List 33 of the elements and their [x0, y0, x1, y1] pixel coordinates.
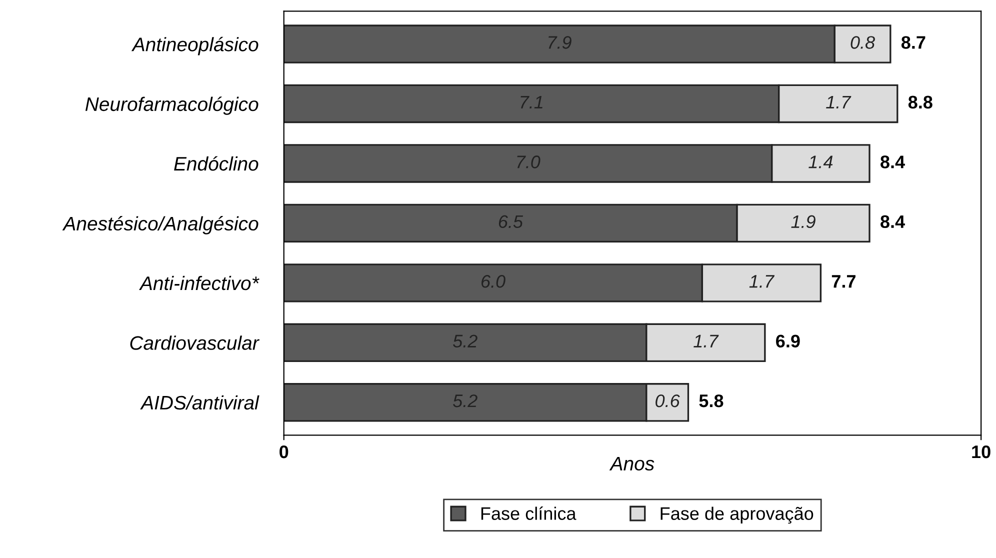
legend-label: Fase de aprovação — [660, 506, 814, 524]
total-label: 6.9 — [776, 334, 800, 348]
data-label: 6.5 — [498, 215, 524, 228]
data-label: 5.2 — [452, 394, 478, 408]
data-label: 6.0 — [481, 274, 506, 288]
y-tick-label: Neurofarmacológico — [85, 96, 258, 115]
total-label: 8.7 — [901, 36, 926, 49]
y-tick-label: Endóclino — [174, 156, 258, 171]
y-tick-label: Anestésico/Analgésico — [62, 216, 258, 234]
x-tick-label: 0 — [280, 445, 288, 458]
data-label: 7.0 — [517, 156, 540, 168]
x-tick-label: 10 — [972, 445, 990, 458]
total-label: 5.8 — [699, 394, 724, 408]
data-label: 7.1 — [520, 96, 542, 108]
total-label: 8.4 — [880, 215, 905, 228]
total-label: 8.4 — [880, 156, 905, 168]
data-label: 1.7 — [826, 96, 852, 108]
legend-label: Fase clínica — [481, 506, 576, 520]
data-label: 1.4 — [808, 156, 833, 168]
data-label: 1.7 — [694, 334, 719, 348]
y-tick-label: AIDS/antiviral — [140, 395, 260, 410]
y-tick-label: Cardiovascular — [130, 336, 260, 350]
total-label: 7.7 — [832, 275, 856, 288]
data-label: 1.9 — [791, 215, 816, 228]
x-axis-title: Anos — [609, 456, 654, 471]
data-label: 0.8 — [850, 36, 875, 49]
total-label: 8.8 — [908, 96, 932, 109]
data-label: 1.7 — [749, 275, 775, 288]
y-tick-label: Anti-infectivo* — [139, 276, 260, 290]
data-label: 5.2 — [452, 334, 478, 348]
y-tick-label: Antineoplásico — [131, 36, 258, 56]
data-label: 0.6 — [656, 394, 680, 408]
data-label: 7.9 — [548, 36, 572, 49]
